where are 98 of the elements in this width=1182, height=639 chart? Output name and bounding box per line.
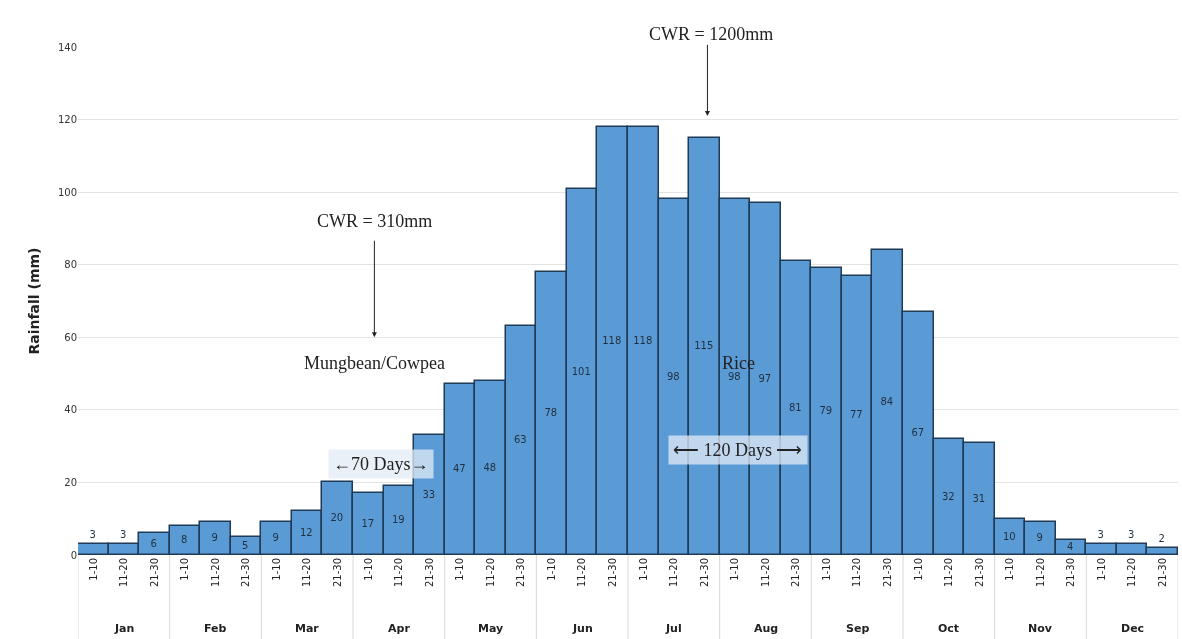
data-label: 10 — [1002, 530, 1016, 542]
x-tick-label: 21-30 — [1065, 558, 1077, 588]
x-tick-label: 21-30 — [515, 558, 527, 588]
x-tick-label: 11-20 — [851, 558, 863, 588]
text: Sep — [846, 622, 870, 635]
data-label: 9 — [1036, 532, 1043, 544]
data-label: 78 — [544, 407, 558, 419]
data-label: 118 — [602, 334, 622, 346]
x-tick-label: 21-30 — [423, 558, 435, 588]
data-label: 3 — [89, 529, 96, 541]
x-tick-label: 1-10 — [87, 558, 99, 581]
x-tick-label: 1-10 — [912, 558, 924, 581]
x-tick-label: 1-10 — [362, 558, 374, 581]
y-axis-title: Rainfall (mm) — [25, 247, 42, 355]
data-label: 67 — [911, 427, 925, 439]
x-tick-label: 11-20 — [1034, 558, 1046, 588]
text: Mar — [295, 622, 320, 635]
x-tick-label: 1-10 — [1004, 558, 1016, 581]
y-tick-label: 0 — [70, 549, 77, 561]
y-tick-label: 40 — [64, 404, 77, 416]
x-tick-label: 11-20 — [576, 558, 588, 588]
annotation: ←70 Days→ — [333, 454, 429, 474]
data-label: 3 — [120, 529, 127, 541]
x-tick-label: 11-20 — [1126, 558, 1138, 588]
data-label: 9 — [211, 532, 218, 544]
data-label: 63 — [513, 434, 527, 446]
data-label: 12 — [299, 526, 313, 538]
x-tick-label: 1-10 — [729, 558, 741, 581]
x-tick-label: 1-10 — [179, 558, 191, 581]
data-label: 9 — [272, 532, 279, 544]
data-label: 101 — [571, 365, 591, 377]
data-label: 31 — [972, 492, 986, 504]
data-label: 84 — [880, 396, 894, 408]
x-tick-label: 1-10 — [820, 558, 832, 581]
y-tick-label: 140 — [57, 41, 77, 53]
x-tick-label: 1-10 — [637, 558, 649, 581]
text: Jul — [665, 622, 682, 635]
data-label: 6 — [150, 537, 157, 549]
data-label: 8 — [181, 534, 188, 546]
x-tick-label: 11-20 — [209, 558, 221, 588]
data-label: 4 — [1067, 541, 1074, 553]
y-tick-label: 120 — [57, 114, 77, 126]
y-tick-label: 60 — [64, 331, 77, 343]
x-tick-label: 11-20 — [484, 558, 496, 588]
data-label: 2 — [1158, 533, 1165, 545]
x-tick-label: 11-20 — [759, 558, 771, 588]
x-tick-label: 21-30 — [1156, 558, 1168, 588]
x-tick-label: 1-10 — [545, 558, 557, 581]
x-tick-label: 21-30 — [790, 558, 802, 588]
data-label: 33 — [422, 488, 436, 500]
annotation: Mungbean/Cowpea — [304, 353, 445, 373]
x-tick-label: 11-20 — [393, 558, 405, 588]
x-tick-label: 21-30 — [606, 558, 618, 588]
data-label: 3 — [1097, 529, 1104, 541]
annotation: CWR = 310mm — [317, 211, 433, 231]
y-tick-label: 20 — [64, 476, 77, 488]
data-label: 81 — [788, 401, 802, 413]
data-label: 48 — [483, 461, 497, 473]
x-tick-label: 21-30 — [240, 558, 252, 588]
y-tick-label: 80 — [64, 259, 77, 271]
data-label: 98 — [727, 370, 741, 382]
x-tick-label: 11-20 — [301, 558, 313, 588]
data-label: 97 — [758, 372, 772, 384]
text: Oct — [938, 622, 960, 635]
data-label: 17 — [361, 517, 375, 529]
text: Aug — [754, 622, 779, 635]
text: Feb — [204, 622, 227, 635]
data-label: 19 — [391, 514, 405, 526]
text: CWR = 1200mm — [649, 24, 774, 44]
x-tick-label: 21-30 — [148, 558, 160, 588]
text: Apr — [388, 622, 411, 635]
data-label: 47 — [452, 463, 466, 475]
data-label: 3 — [1128, 529, 1135, 541]
x-tick-label: 21-30 — [698, 558, 710, 588]
data-label: 32 — [941, 490, 955, 502]
y-tick-label: 100 — [57, 186, 77, 198]
annotation: ⟵ 120 Days ⟶ — [673, 440, 803, 460]
data-label: 118 — [633, 334, 653, 346]
x-tick-label: 21-30 — [881, 558, 893, 588]
x-tick-label: 1-10 — [454, 558, 466, 581]
x-tick-label: 1-10 — [1095, 558, 1107, 581]
text: Jan — [114, 622, 135, 635]
text: Nov — [1028, 622, 1053, 635]
text: Dec — [1121, 622, 1145, 635]
data-label: 20 — [330, 512, 344, 524]
x-tick-label: 11-20 — [118, 558, 130, 588]
data-label: 115 — [694, 340, 714, 352]
data-label: 79 — [819, 405, 833, 417]
x-tick-label: 11-20 — [668, 558, 680, 588]
data-label: 77 — [849, 409, 863, 421]
text: May — [478, 622, 504, 635]
data-label: 98 — [666, 370, 680, 382]
x-tick-label: 21-30 — [973, 558, 985, 588]
x-tick-label: 1-10 — [270, 558, 282, 581]
data-label: 5 — [242, 539, 249, 551]
x-tick-label: 21-30 — [331, 558, 343, 588]
x-tick-label: 11-20 — [943, 558, 955, 588]
text: Jun — [572, 622, 593, 635]
